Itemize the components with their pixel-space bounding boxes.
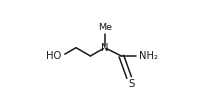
Text: HO: HO [46,51,62,61]
Text: Me: Me [98,23,112,32]
Text: S: S [128,79,134,89]
Text: N: N [101,43,108,53]
Text: NH₂: NH₂ [139,51,158,61]
